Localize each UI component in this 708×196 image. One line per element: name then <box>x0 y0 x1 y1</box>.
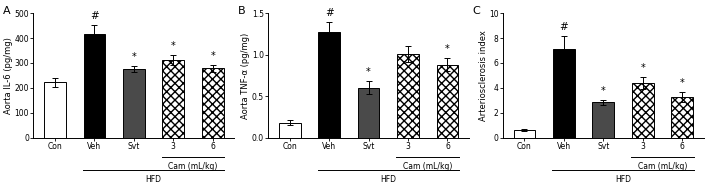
Bar <box>593 102 614 138</box>
Text: *: * <box>680 78 685 88</box>
Text: #: # <box>90 11 99 21</box>
Text: B: B <box>238 6 246 16</box>
Bar <box>513 130 535 138</box>
Bar <box>397 54 419 138</box>
Text: *: * <box>640 63 645 73</box>
Text: *: * <box>445 44 450 54</box>
Bar <box>632 83 653 138</box>
Text: HFD: HFD <box>380 175 396 184</box>
Bar <box>319 32 340 138</box>
Text: A: A <box>3 6 11 16</box>
Bar <box>202 68 224 138</box>
Y-axis label: Aorta TNF-α (pg/mg): Aorta TNF-α (pg/mg) <box>241 32 251 119</box>
Y-axis label: Arteriosclerosis index: Arteriosclerosis index <box>479 30 488 121</box>
Bar <box>162 60 184 138</box>
Text: *: * <box>132 53 136 63</box>
Bar <box>123 69 144 138</box>
Bar <box>671 96 693 138</box>
Text: HFD: HFD <box>146 175 161 184</box>
Text: Cam (mL/kg): Cam (mL/kg) <box>169 162 218 172</box>
Text: *: * <box>366 67 371 77</box>
Text: C: C <box>473 6 480 16</box>
Text: HFD: HFD <box>615 175 631 184</box>
Text: Cam (mL/kg): Cam (mL/kg) <box>638 162 687 172</box>
Text: Cam (mL/kg): Cam (mL/kg) <box>403 162 452 172</box>
Bar <box>84 34 105 138</box>
Text: #: # <box>325 8 333 18</box>
Bar <box>358 88 379 138</box>
Text: #: # <box>559 22 569 32</box>
Bar <box>44 82 66 138</box>
Text: *: * <box>601 86 605 96</box>
Y-axis label: Aorta IL-6 (pg/mg): Aorta IL-6 (pg/mg) <box>4 37 13 114</box>
Bar <box>437 65 458 138</box>
Text: *: * <box>210 51 215 61</box>
Bar <box>553 49 575 138</box>
Text: *: * <box>171 41 176 51</box>
Bar <box>279 123 301 138</box>
